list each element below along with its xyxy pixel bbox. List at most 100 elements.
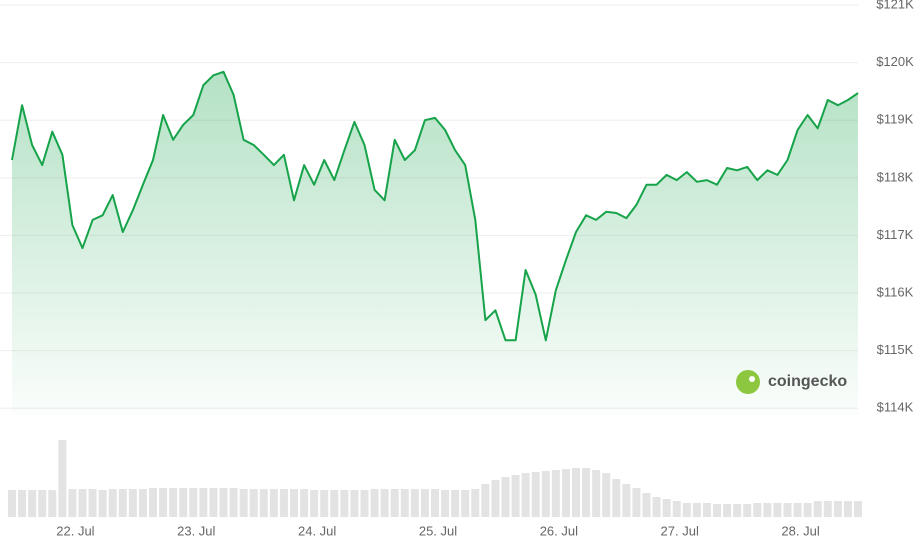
volume-bar — [511, 475, 520, 517]
y-tick-label: $121K — [876, 0, 914, 11]
volume-bar — [521, 473, 530, 517]
volume-bar — [380, 489, 389, 517]
volume-bar — [8, 490, 16, 517]
x-tick-label: 22. Jul — [56, 523, 94, 538]
volume-bar — [561, 469, 570, 517]
volume-bar — [713, 504, 721, 517]
volume-bar — [793, 503, 802, 517]
volume-bar — [612, 479, 621, 517]
volume-bar — [431, 489, 439, 517]
volume-bar — [702, 503, 711, 517]
volume-bar — [269, 489, 278, 517]
volume-bar — [410, 489, 419, 517]
volume-bar — [279, 489, 288, 517]
volume-bar — [189, 488, 198, 517]
volume-bar — [98, 490, 107, 517]
volume-bar — [602, 473, 611, 517]
volume-bar — [340, 490, 349, 517]
volume-bar — [813, 501, 822, 517]
volume-bar — [531, 472, 540, 517]
volume-bar — [803, 503, 812, 517]
watermark-logo — [736, 370, 760, 394]
volume-bar — [854, 501, 862, 517]
watermark-text: coingecko — [768, 373, 847, 390]
volume-bar — [390, 489, 399, 517]
volume-bar — [582, 468, 591, 517]
volume-bar — [300, 489, 309, 517]
volume-bar — [58, 440, 67, 517]
y-tick-label: $114K — [877, 400, 914, 415]
volume-bar — [622, 484, 631, 517]
volume-bar — [78, 489, 87, 517]
volume-bar — [753, 503, 762, 517]
volume-bar — [662, 499, 671, 517]
price-line — [11, 70, 859, 342]
volume-bar — [88, 489, 97, 517]
volume-bar — [481, 484, 490, 517]
volume-bar — [330, 490, 339, 517]
volume-bar — [823, 501, 832, 517]
y-tick-label: $118K — [877, 169, 914, 184]
volume-bar — [471, 489, 480, 517]
volume-bar — [179, 488, 188, 517]
volume-bar — [723, 504, 732, 517]
volume-bar — [501, 477, 510, 517]
volume-bar — [773, 503, 782, 517]
volume-bar — [249, 489, 258, 517]
volume-bar — [18, 490, 27, 517]
volume-bar — [118, 489, 127, 517]
volume-bar — [239, 489, 248, 517]
x-tick-label: 23. Jul — [177, 523, 215, 538]
volume-bar — [441, 490, 450, 517]
volume-bar — [350, 490, 359, 517]
volume-bar — [682, 503, 691, 517]
y-tick-label: $116K — [877, 284, 914, 299]
x-tick-label: 24. Jul — [298, 523, 336, 538]
y-tick-label: $117K — [877, 227, 914, 242]
volume-bar — [833, 501, 842, 517]
volume-bar — [592, 470, 601, 517]
volume-bar — [28, 490, 37, 517]
volume-bar — [38, 490, 47, 517]
volume-bar — [572, 468, 580, 517]
x-tick-label: 27. Jul — [661, 523, 699, 538]
x-tick-label: 25. Jul — [419, 523, 457, 538]
volume-bar — [733, 504, 742, 517]
volume-bar — [360, 490, 369, 517]
volume-bar — [451, 490, 460, 517]
volume-bar — [149, 488, 157, 517]
volume-bar — [632, 488, 641, 517]
volume-bar — [169, 488, 178, 517]
volume-bar — [219, 488, 228, 517]
volume-bar — [259, 489, 268, 517]
volume-bar — [743, 504, 752, 517]
volume-bar — [843, 501, 852, 517]
volume-bar — [692, 503, 701, 517]
volume-bar — [541, 471, 550, 517]
volume-bar — [310, 490, 319, 517]
volume-bar — [128, 489, 137, 517]
volume-bar — [159, 488, 168, 517]
volume-bar — [400, 489, 409, 517]
volume-bar — [461, 490, 470, 517]
volume-bar — [199, 488, 208, 517]
y-tick-label: $119K — [877, 112, 914, 127]
watermark: coingecko — [736, 370, 847, 394]
x-tick-label: 26. Jul — [540, 523, 578, 538]
volume-bar — [642, 493, 651, 517]
volume-bar — [138, 489, 147, 517]
volume-bar — [48, 490, 57, 517]
volume-bar — [229, 488, 238, 517]
volume-bar — [491, 480, 500, 517]
volume-bar — [763, 503, 772, 517]
volume-bar — [108, 489, 117, 517]
volume-bar — [672, 501, 681, 517]
y-tick-label: $120K — [876, 54, 914, 69]
volume-bar — [68, 489, 77, 517]
volume-bar — [551, 470, 560, 517]
area — [12, 71, 858, 415]
volume-bar — [320, 490, 329, 517]
y-tick-label: $115K — [877, 342, 914, 357]
volume-bar — [370, 489, 379, 517]
